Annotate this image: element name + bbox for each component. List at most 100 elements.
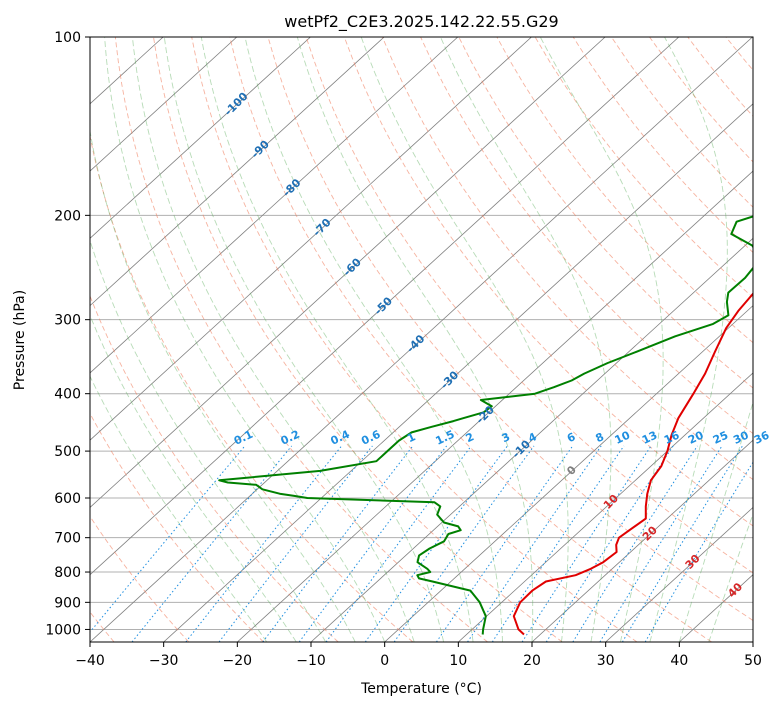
y-tick-label: 800 bbox=[54, 565, 81, 581]
mixing-ratio-line bbox=[521, 445, 652, 642]
moist-adiabat-line bbox=[708, 512, 753, 642]
mixing-ratio-line bbox=[218, 445, 373, 642]
mixing-ratio-label: 6 bbox=[565, 430, 578, 445]
temperature-profile-line bbox=[512, 292, 753, 636]
y-tick-label: 1000 bbox=[45, 622, 81, 638]
dry-adiabat-line bbox=[496, 37, 753, 344]
isotherm-line bbox=[384, 305, 753, 642]
mixing-ratio-label: 10 bbox=[613, 428, 633, 446]
isotherm-line bbox=[163, 103, 753, 642]
y-tick-label: 300 bbox=[54, 313, 81, 329]
isotherm-line bbox=[90, 37, 753, 642]
y-tick-label: 100 bbox=[54, 30, 81, 46]
y-tick-label: 500 bbox=[54, 444, 81, 460]
mixing-ratio-line bbox=[262, 445, 414, 642]
mixing-ratio-line bbox=[545, 445, 674, 642]
mixing-ratio-line bbox=[621, 445, 743, 642]
mixing-ratio-line bbox=[435, 445, 574, 642]
plot-frame bbox=[89, 36, 754, 643]
x-tick-label: −40 bbox=[75, 653, 105, 669]
dewpoint-profile-line bbox=[218, 215, 753, 635]
isotherm-label: -100 bbox=[222, 90, 251, 119]
x-tick-label: 20 bbox=[523, 653, 541, 669]
dry-adiabat-line bbox=[267, 37, 753, 622]
isotherm-line bbox=[752, 641, 753, 642]
mixing-ratio-label: 13 bbox=[640, 429, 659, 447]
mixing-ratio-line bbox=[644, 461, 753, 642]
mixing-ratio-label: 16 bbox=[662, 428, 682, 446]
y-axis: 100 200 300 400 500 600 700 800 900 1000 bbox=[45, 30, 90, 638]
moist-adiabat-line bbox=[104, 37, 386, 642]
dry-adiabat-line bbox=[687, 37, 753, 117]
x-tick-label: 30 bbox=[597, 653, 615, 669]
mixing-ratio-label: 20 bbox=[686, 428, 706, 446]
moist-adiabat-line bbox=[163, 37, 445, 642]
isotherm-line bbox=[458, 372, 753, 642]
x-tick-label: 10 bbox=[449, 653, 467, 669]
dry-adiabat-line bbox=[90, 294, 339, 642]
y-tick-label: 900 bbox=[54, 595, 81, 611]
x-tick-label: 50 bbox=[744, 653, 762, 669]
x-tick-label: 0 bbox=[380, 653, 389, 669]
y-tick-label: 700 bbox=[54, 531, 81, 547]
moist-adiabat-line bbox=[90, 375, 268, 642]
isotherm-line bbox=[237, 170, 753, 642]
dry-adiabat-line bbox=[90, 412, 264, 642]
mixing-ratio-label: 30 bbox=[731, 428, 751, 446]
background-lines bbox=[90, 37, 775, 642]
y-tick-label: 400 bbox=[54, 387, 81, 403]
mixing-ratio-label: 0.2 bbox=[279, 428, 302, 448]
mixing-ratio-line bbox=[393, 445, 535, 642]
mixing-ratio-label: 2 bbox=[464, 430, 476, 445]
isotherm-line bbox=[90, 37, 606, 508]
dry-adiabat-line bbox=[611, 37, 753, 208]
moist-adiabat-line bbox=[440, 37, 612, 642]
dry-adiabat-line bbox=[725, 37, 753, 71]
mixing-ratio-label: 25 bbox=[711, 429, 730, 447]
mixing-ratio-line bbox=[298, 445, 447, 642]
x-axis-label: Temperature (°C) bbox=[360, 681, 482, 697]
dry-adiabat-line bbox=[764, 37, 775, 642]
x-tick-label: 40 bbox=[670, 653, 688, 669]
y-tick-label: 200 bbox=[54, 208, 81, 224]
x-tick-label: −20 bbox=[223, 653, 253, 669]
moist-adiabat-line bbox=[296, 37, 534, 642]
x-tick-label: −30 bbox=[149, 653, 179, 669]
x-axis: −40 −30 −20 −10 0 10 20 30 40 50 bbox=[75, 642, 762, 669]
dry-adiabat-line bbox=[153, 37, 563, 642]
moist-adiabat-line bbox=[360, 37, 569, 642]
moist-adiabat-line bbox=[678, 400, 753, 642]
dry-adiabat-line bbox=[191, 37, 638, 642]
dry-adiabat-line bbox=[420, 37, 753, 435]
moist-adiabat-line bbox=[90, 314, 297, 642]
mixing-ratio-line bbox=[491, 445, 625, 642]
isotherm-line bbox=[90, 37, 459, 374]
dry-adiabat-line bbox=[90, 133, 414, 642]
y-axis-label: Pressure (hPa) bbox=[12, 290, 28, 390]
line-labels: 0.1 0.2 0.4 0.6 1 1.5 2 3 4 6 8 10 13 16 20 25 30 36-100-… bbox=[222, 90, 772, 601]
isotherm-line bbox=[90, 37, 238, 172]
y-tick-label: 600 bbox=[54, 491, 81, 507]
isotherm-line bbox=[90, 37, 385, 307]
isotherm-line bbox=[90, 37, 532, 441]
mixing-ratio-line bbox=[599, 445, 723, 642]
moist-adiabat-line bbox=[539, 37, 664, 642]
dry-adiabat-line bbox=[534, 37, 753, 299]
mixing-ratio-line bbox=[572, 445, 698, 642]
mixing-ratio-line bbox=[185, 445, 342, 642]
moist-adiabat-line bbox=[649, 37, 728, 642]
chart-title: wetPf2_C2E3.2025.142.22.55.G29 bbox=[284, 12, 558, 32]
x-tick-label: −10 bbox=[296, 653, 326, 669]
mixing-ratio-line bbox=[90, 445, 246, 633]
dry-adiabat-line bbox=[114, 37, 488, 642]
isotherm-line bbox=[90, 37, 311, 239]
moist-adiabat-line bbox=[200, 37, 474, 642]
mixing-ratio-label: 0.1 bbox=[232, 428, 255, 448]
mixing-ratio-label: 1 bbox=[405, 430, 417, 445]
dry-adiabat-line bbox=[305, 37, 753, 574]
mixing-ratio-line bbox=[467, 445, 602, 642]
isotherm-line bbox=[90, 37, 680, 576]
moist-adiabat-line bbox=[90, 239, 327, 642]
moist-adiabat-line bbox=[131, 37, 415, 642]
